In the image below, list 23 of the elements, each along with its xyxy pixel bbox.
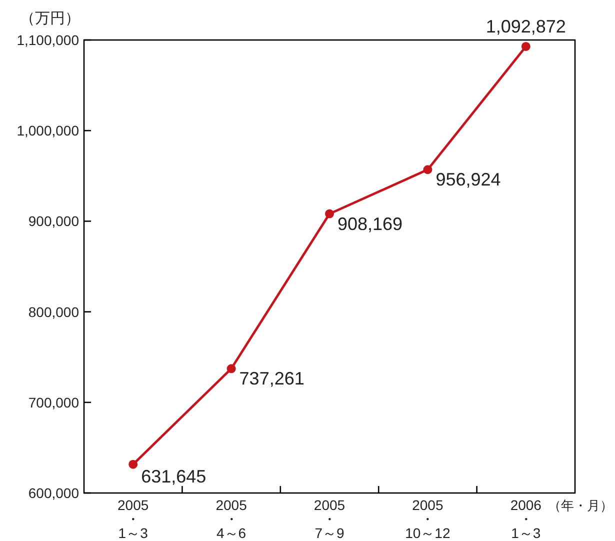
y-axis-title: （万円） [20, 10, 80, 27]
x-tick-label: 2005 ・ 10～12 [405, 497, 450, 541]
y-tick-label: 1,000,000 [16, 122, 80, 139]
point [226, 364, 236, 374]
data-label: 631,645 [141, 466, 206, 486]
point [521, 42, 530, 51]
data-label: 908,169 [338, 214, 403, 234]
x-axis-title: （年・月） [548, 498, 613, 513]
point [423, 165, 432, 174]
x-tick-label: 2005 ・ 1～3 [118, 497, 149, 541]
point [325, 209, 334, 218]
x-tick-label: 2006 ・ 1～3 [510, 497, 542, 541]
x-tick-label: 2005 ・ 7～9 [314, 497, 346, 541]
data-label: 956,924 [436, 170, 501, 190]
y-tick-label: 900,000 [28, 213, 80, 230]
y-tick-label: 700,000 [28, 394, 80, 410]
point [128, 460, 138, 469]
y-tick-label: 1,100,000 [16, 32, 80, 48]
x-tick-label: 2005 ・ 4～6 [216, 497, 248, 541]
y-tick-label: 800,000 [28, 304, 80, 320]
data-label: 1,092,872 [486, 16, 566, 36]
y-tick-label: 600,000 [28, 485, 80, 501]
data-label: 737,261 [239, 368, 304, 389]
